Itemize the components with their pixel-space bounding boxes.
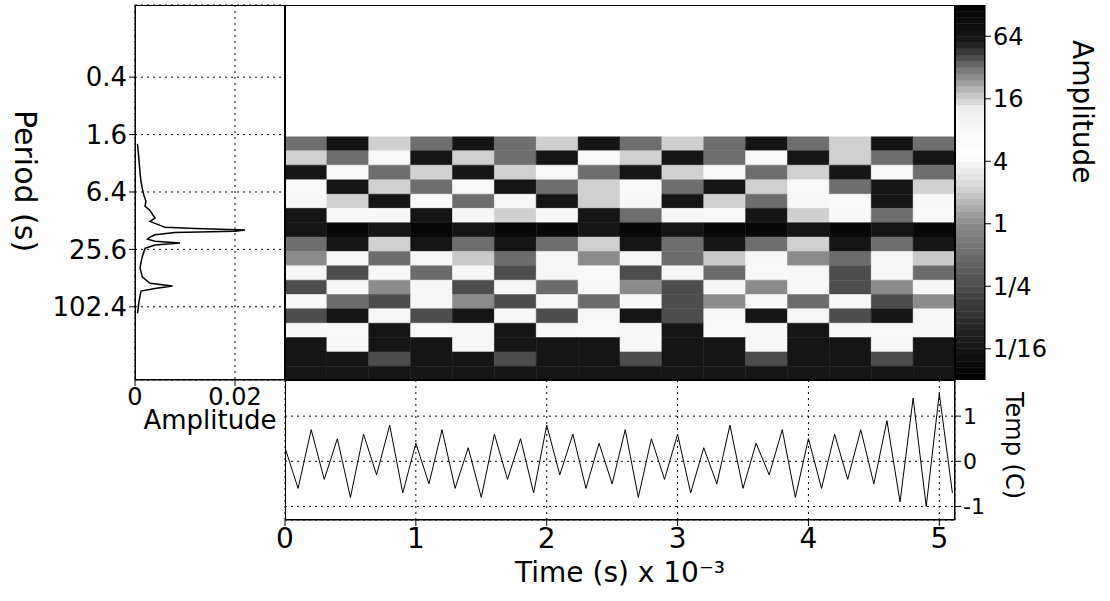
svg-text:16: 16 xyxy=(993,85,1024,113)
html-text:Amplitude: Amplitude xyxy=(143,405,277,435)
svg-text:1: 1 xyxy=(963,404,977,429)
svg-text:25.6: 25.6 xyxy=(69,235,127,265)
svg-text:3: 3 xyxy=(669,522,687,555)
svg-text:1: 1 xyxy=(407,522,425,555)
svg-text:0: 0 xyxy=(127,383,142,410)
svg-text:0.02: 0.02 xyxy=(208,383,262,411)
svg-text:0.4: 0.4 xyxy=(86,62,127,92)
svg-text:4: 4 xyxy=(993,148,1008,176)
html-text:Period (s): Period (s) xyxy=(8,110,43,253)
html-text:Amplitude: Amplitude xyxy=(1066,40,1099,184)
html-text:Time (s) x 10⁻³: Time (s) x 10⁻³ xyxy=(515,556,725,589)
svg-text:1/4: 1/4 xyxy=(993,273,1032,301)
svg-text:-1: -1 xyxy=(963,494,985,519)
svg-text:1: 1 xyxy=(993,210,1008,238)
svg-text:0: 0 xyxy=(963,449,977,474)
svg-text:1/16: 1/16 xyxy=(993,335,1047,363)
html-text:Temp (C): Temp (C) xyxy=(1000,392,1028,500)
svg-text:1.6: 1.6 xyxy=(86,120,127,150)
svg-text:2: 2 xyxy=(538,522,556,555)
svg-text:5: 5 xyxy=(930,522,948,555)
svg-text:4: 4 xyxy=(800,522,818,555)
svg-text:6.4: 6.4 xyxy=(86,177,127,207)
svg-text:102.4: 102.4 xyxy=(53,292,127,322)
svg-text:0: 0 xyxy=(276,522,294,555)
svg-text:64: 64 xyxy=(993,23,1024,51)
